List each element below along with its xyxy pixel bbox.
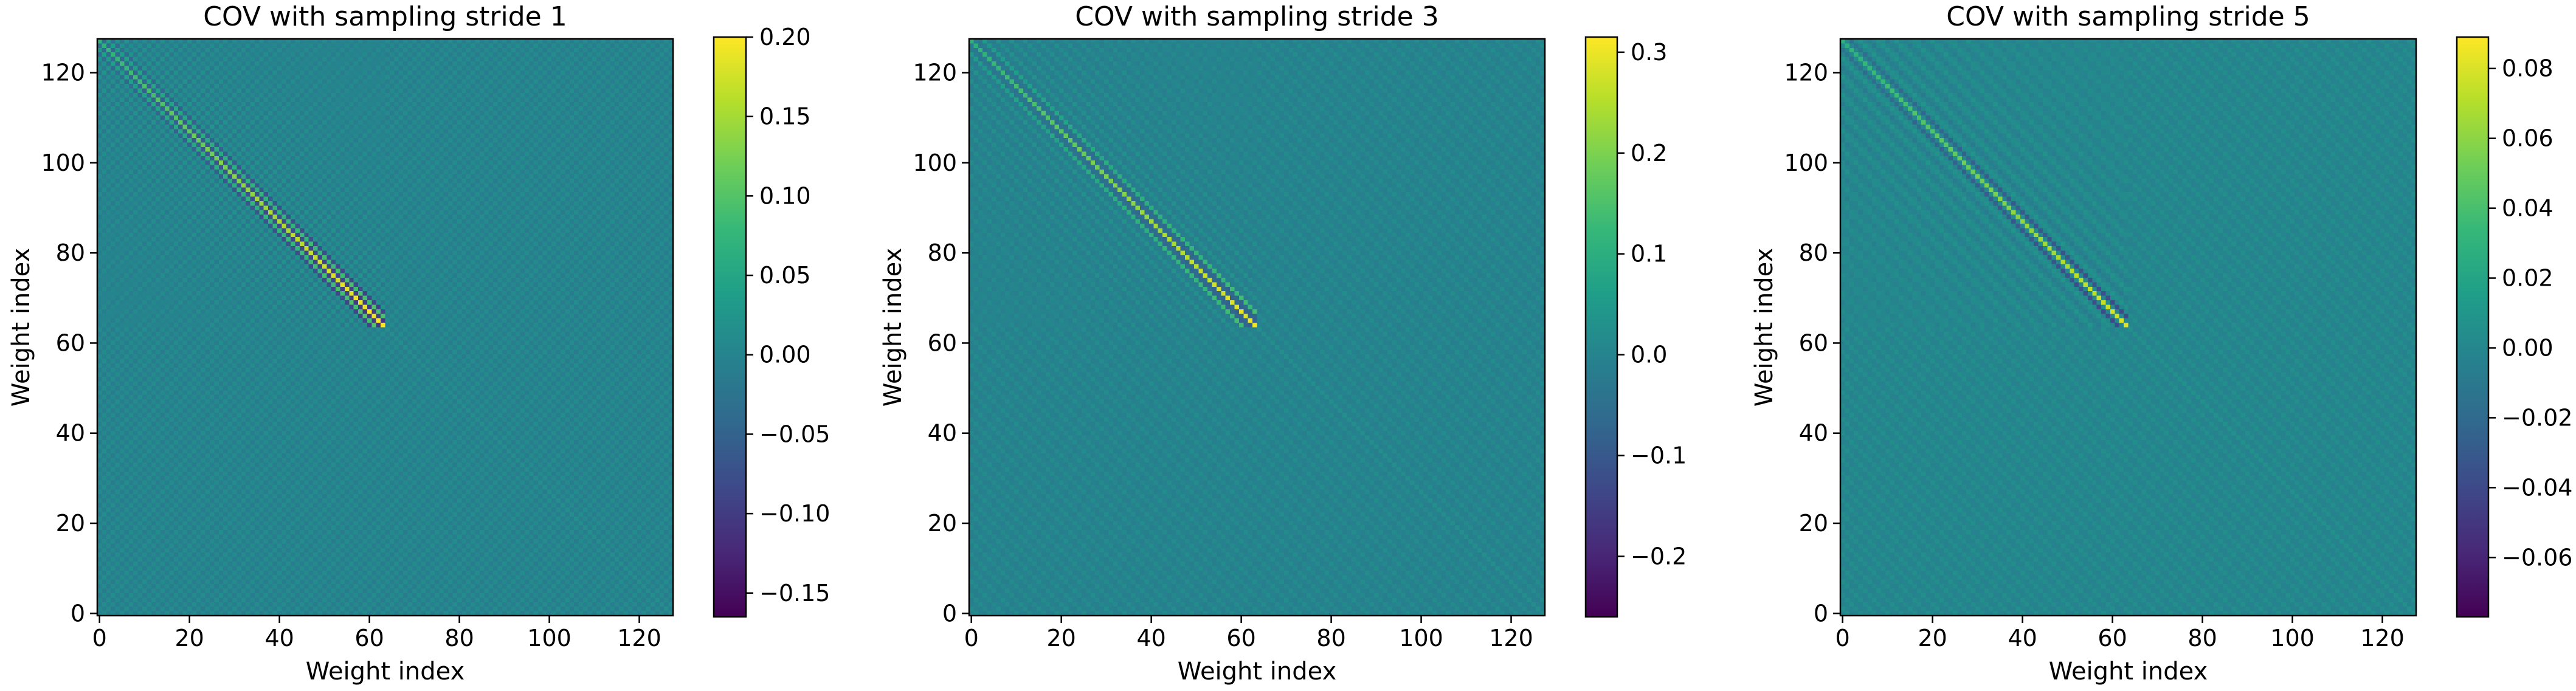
colorbar-frame [713,36,747,618]
y-axis-label: Weight index [7,248,35,407]
x-tick-label: 60 [1226,625,1255,651]
x-tick-label: 80 [2188,625,2217,651]
y-tick-label: 40 [56,420,85,447]
y-tick-label: 20 [928,510,957,537]
y-tick-label: 100 [1784,150,1828,176]
plot-frame [968,38,1546,617]
y-tick-label: 100 [41,150,85,176]
y-tick-label: 80 [56,239,85,266]
colorbar-frame [1584,36,1618,618]
colorbar-tick-label: 0.06 [2502,125,2554,152]
y-tick-label: 60 [928,329,957,356]
colorbar: −0.15 −0.10 −0.05 0.00 0.05 0.10 0.15 0.20 [713,24,830,618]
y-tick-label: 0 [942,600,957,627]
y-tick-label: 60 [1799,329,1828,356]
y-tick-label: 60 [56,329,85,356]
x-tick-label: 60 [2098,625,2127,651]
chart-title: COV with sampling stride 1 [203,1,567,32]
heatmap-image [1840,39,2416,616]
y-tick-label: 20 [1799,510,1828,537]
heatmap-image [97,39,673,616]
plot-frame [1839,38,2417,617]
x-tick-label: 120 [1489,625,1533,651]
x-tick-label: 40 [2008,625,2037,651]
colorbar-tick-label: 0.20 [759,24,811,50]
colorbar-tick-label: 0.00 [2502,334,2554,361]
y-axis-label: Weight index [1750,248,1778,407]
colorbar-tick-label: 0.05 [759,262,811,289]
y-axis-label: Weight index [879,248,907,407]
colorbar-tick-label: −0.02 [2502,404,2572,431]
heatmap-panel-3: COV with sampling stride 5 0 20 40 60 80 100 12… [1750,1,2572,686]
y-tick-label: 0 [71,600,85,627]
x-tick-label: 120 [2360,625,2405,651]
heatmap-image [969,39,1545,616]
colorbar-tick-label: 0.10 [759,182,811,209]
x-tick-label: 20 [1918,625,1947,651]
heatmap-panel-1: COV with sampling stride 1 0 20 40 60 80 100 12… [7,1,830,686]
plot-frame [96,38,674,617]
colorbar-tick-label: −0.06 [2502,544,2572,571]
y-tick-label: 80 [928,239,957,266]
y-tick-label: 40 [1799,420,1828,447]
colorbar-gradient [714,37,746,617]
colorbar: −0.06 −0.04 −0.02 0.00 0.02 0.04 0.06 0.08 [2456,36,2572,618]
y-tick-label: 120 [41,60,85,86]
colorbar-tick-label: 0.08 [2502,55,2554,82]
colorbar-tick-label: −0.10 [759,500,830,527]
colorbar-tick-label: 0.04 [2502,195,2554,222]
x-tick-label: 40 [264,625,294,651]
x-axis-label: Weight index [1178,658,1337,686]
colorbar-tick-label: −0.05 [759,421,830,447]
x-tick-label: 100 [2270,625,2315,651]
heatmap-panel-2: COV with sampling stride 3 0 20 40 60 80 100 12… [879,1,1687,686]
x-tick-label: 40 [1136,625,1165,651]
colorbar-tick-label: 0.02 [2502,265,2554,292]
colorbar-tick-label: −0.04 [2502,474,2572,501]
y-tick-label: 0 [1814,600,1828,627]
x-tick-label: 120 [617,625,661,651]
colorbar-tick-label: 0.2 [1631,140,1667,167]
colorbar-tick-label: 0.3 [1631,39,1667,66]
colorbar-tick-label: −0.1 [1631,442,1687,469]
colorbar-gradient [1586,37,1617,617]
x-tick-label: 60 [354,625,384,651]
colorbar-tick-label: 0.00 [759,342,811,368]
colorbar-frame [2456,36,2490,618]
colorbar-tick-label: −0.15 [759,580,830,607]
y-tick-label: 20 [56,510,85,537]
chart-title: COV with sampling stride 3 [1075,1,1438,32]
colorbar-tick-label: 0.1 [1631,241,1667,267]
x-tick-label: 80 [444,625,474,651]
x-tick-label: 0 [964,625,979,651]
colorbar-gradient [2457,37,2488,617]
colorbar-tick-label: −0.2 [1631,543,1687,569]
y-tick-label: 120 [1784,60,1828,86]
colorbar: −0.2 −0.1 0.0 0.1 0.2 0.3 [1584,36,1687,618]
x-tick-label: 0 [1835,625,1850,651]
y-tick-label: 120 [913,60,957,86]
x-tick-label: 100 [1399,625,1443,651]
x-tick-label: 0 [92,625,107,651]
y-tick-label: 40 [928,420,957,447]
x-tick-label: 80 [1316,625,1345,651]
colorbar-tick-label: 0.0 [1631,342,1667,368]
colorbar-tick-label: 0.15 [759,103,811,130]
x-tick-label: 20 [174,625,204,651]
x-tick-label: 20 [1046,625,1076,651]
x-axis-label: Weight index [306,658,465,686]
x-axis-label: Weight index [2049,658,2208,686]
x-tick-label: 100 [527,625,571,651]
y-tick-label: 100 [913,150,957,176]
chart-title: COV with sampling stride 5 [1946,1,2310,32]
y-tick-label: 80 [1799,239,1828,266]
